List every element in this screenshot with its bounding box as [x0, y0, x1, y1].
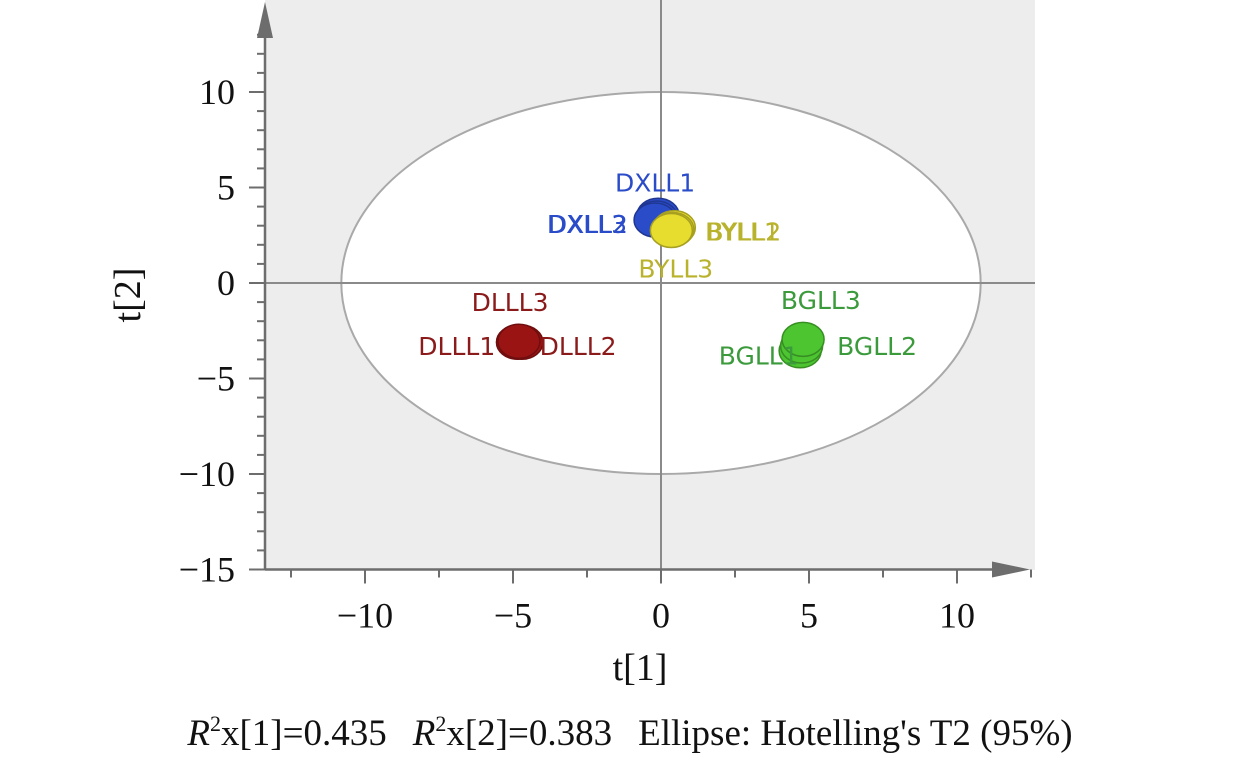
y-tick-label: 5	[217, 168, 235, 208]
data-point	[649, 212, 694, 249]
x-tick-label: −10	[337, 596, 393, 636]
caption-r2-var-2: R	[412, 713, 436, 754]
y-axis-arrow	[257, 2, 273, 38]
point-label: DLLL1	[418, 332, 495, 361]
data-point	[497, 323, 541, 360]
point-label: BGLL3	[781, 286, 861, 315]
point-label: DXLL1	[615, 169, 695, 198]
x-tick-label: 5	[800, 596, 818, 636]
y-tick-label: 0	[217, 263, 235, 303]
point-label: BYLL2	[706, 217, 781, 246]
caption-r2-var-1: R	[187, 713, 210, 754]
y-tick-label: −10	[179, 454, 235, 494]
caption-r2-sup-2: 2	[435, 711, 447, 736]
y-tick-label: 10	[199, 72, 235, 112]
caption-r2x1: x[1]=0.435	[220, 713, 387, 754]
point-label: DLLL2	[540, 332, 617, 361]
y-tick-label: −5	[197, 359, 235, 399]
caption-r2-sup-1: 2	[209, 711, 221, 736]
data-point	[781, 321, 825, 358]
y-axis-title: t[2]	[107, 268, 149, 323]
x-tick-label: 0	[652, 596, 670, 636]
x-axis-arrow	[992, 561, 1030, 578]
y-tick-label: −15	[179, 550, 235, 590]
caption-r2x2: x[2]=0.383	[446, 713, 613, 754]
point-label: DLLL3	[472, 288, 549, 317]
caption-ellipse-note: Ellipse: Hotelling's T2 (95%)	[638, 713, 1073, 754]
point-label: BYLL1	[705, 217, 780, 246]
x-tick-label: 10	[939, 596, 975, 636]
point-label: DXLL2	[548, 210, 628, 239]
x-tick-label: −5	[494, 596, 532, 636]
point-label: DXLL3	[547, 210, 627, 239]
point-label: BGLL1	[719, 342, 799, 371]
caption: R2x[1]=0.435 R2x[2]=0.383 Ellipse: Hotelli…	[0, 712, 1260, 755]
x-axis-title: t[1]	[613, 647, 668, 689]
point-label: BGLL2	[837, 332, 917, 361]
point-label: BYLL3	[638, 255, 713, 284]
